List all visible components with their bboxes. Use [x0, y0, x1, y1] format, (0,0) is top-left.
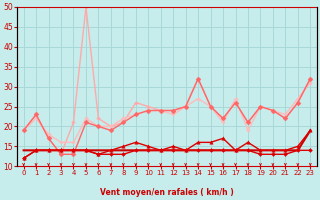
X-axis label: Vent moyen/en rafales ( km/h ): Vent moyen/en rafales ( km/h ): [100, 188, 234, 197]
